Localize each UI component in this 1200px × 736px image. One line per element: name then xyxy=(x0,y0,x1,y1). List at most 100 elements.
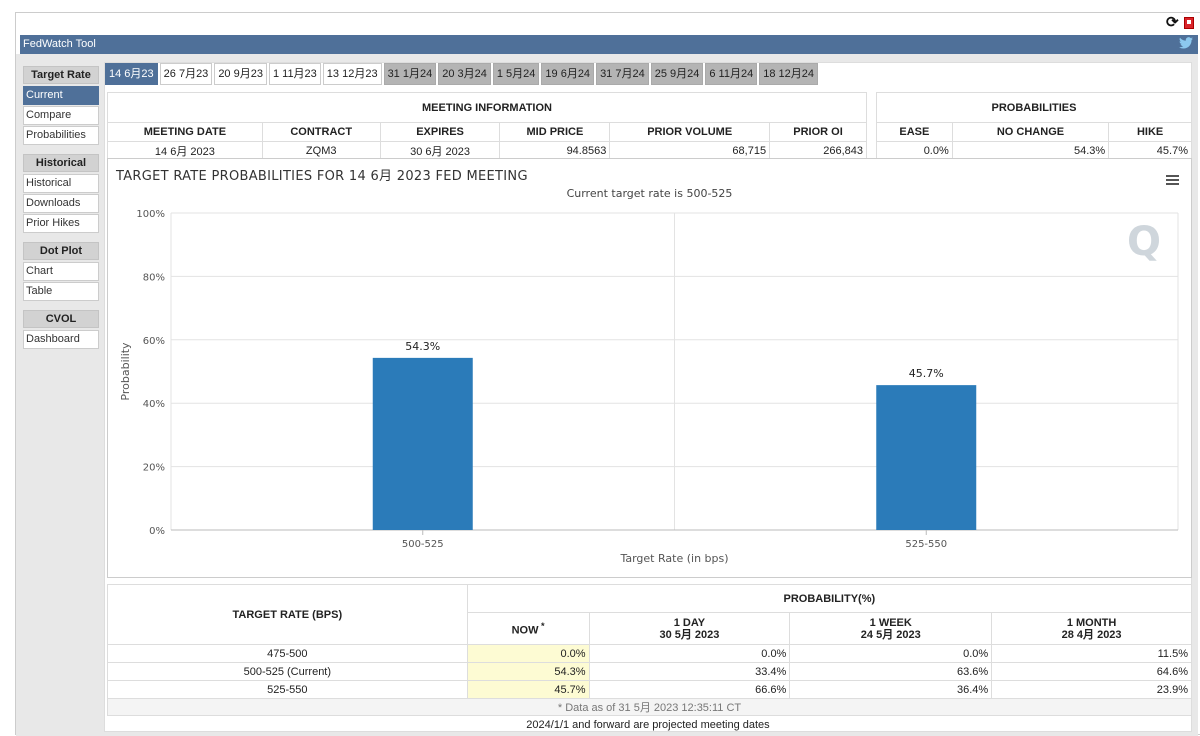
meeting-col-header: EXPIRES xyxy=(379,122,501,142)
probability-col-header: NO CHANGE xyxy=(951,122,1110,142)
meeting-tab[interactable]: 20 9月23 xyxy=(214,63,267,85)
probability-cell: 11.5% xyxy=(991,644,1192,663)
y-axis-title: Probability xyxy=(119,342,132,401)
meeting-tab[interactable]: 25 9月24 xyxy=(650,63,704,85)
period-col-header: NOW * xyxy=(466,612,590,645)
meeting-info-table: MEETING INFORMATION MEETING DATE CONTRACT… xyxy=(107,92,867,160)
meeting-tab[interactable]: 1 11月23 xyxy=(268,63,321,85)
period-date: 28 4月 2023 xyxy=(1061,628,1122,641)
probability-cell: 45.7% xyxy=(466,680,590,699)
probability-col-header: EASE xyxy=(876,122,953,142)
chart-subtitle: Current target rate is 500-525 xyxy=(566,187,733,200)
chart-menu-icon[interactable] xyxy=(1166,175,1179,187)
y-tick-label: 60% xyxy=(143,336,165,347)
chart-title: TARGET RATE PROBABILITIES FOR 14 6月 2023… xyxy=(116,169,528,184)
y-tick-label: 40% xyxy=(143,399,165,410)
meeting-value: ZQM3 xyxy=(261,141,381,160)
chart-container: TARGET RATE PROBABILITIES FOR 14 6月 2023… xyxy=(107,158,1192,578)
meeting-col-header: MEETING DATE xyxy=(107,122,263,142)
probabilities-title: PROBABILITIES xyxy=(876,92,1192,123)
table-row: 500-525 (Current) 54.3% 33.4% 63.6% 64.6% xyxy=(107,662,1192,681)
asterisk-marker: * xyxy=(538,621,545,632)
meeting-tab[interactable]: 6 11月24 xyxy=(705,63,758,85)
meeting-value: 68,715 xyxy=(609,141,771,160)
probability-cell: 23.9% xyxy=(991,680,1192,699)
content-panel: Target Rate Current Compare Probabilities Hi… xyxy=(16,54,1198,736)
sidebar-item-table[interactable]: Table xyxy=(23,282,99,301)
meeting-tab[interactable]: 31 7月24 xyxy=(596,63,649,85)
x-axis-title: Target Rate (in bps) xyxy=(619,552,728,565)
sidebar-header: Dot Plot xyxy=(23,242,99,260)
bar-data-label: 54.3% xyxy=(405,340,440,353)
sidebar-gap xyxy=(23,146,99,154)
probability-value: 45.7% xyxy=(1108,141,1192,160)
period-label: NOW xyxy=(511,624,539,637)
data-timestamp: * Data as of 31 5月 2023 12:35:11 CT xyxy=(107,698,1192,716)
period-label: 1 WEEK xyxy=(869,616,912,629)
probability-cell: 33.4% xyxy=(588,662,791,681)
y-tick-label: 100% xyxy=(136,209,165,220)
sidebar-header: Target Rate xyxy=(23,66,99,84)
sidebar-item-current[interactable]: Current xyxy=(23,86,99,105)
period-col-header: 1 WEEK 24 5月 2023 xyxy=(789,612,993,645)
rate-cell: 475-500 xyxy=(107,644,468,663)
probability-value: 0.0% xyxy=(876,141,953,160)
probability-table: TARGET RATE (BPS) PROBABILITY(%) NOW * 1 … xyxy=(107,584,1193,716)
probability-col-header: HIKE xyxy=(1108,122,1192,142)
bar-500-525[interactable] xyxy=(372,357,473,530)
period-date: 30 5月 2023 xyxy=(659,628,720,641)
meeting-tab[interactable]: 14 6月23 xyxy=(105,63,158,85)
period-col-header: 1 MONTH 28 4月 2023 xyxy=(991,612,1192,645)
probability-cell: 0.0% xyxy=(588,644,791,663)
meeting-col-header: MID PRICE xyxy=(499,122,611,142)
sidebar-item-prior-hikes[interactable]: Prior Hikes xyxy=(23,214,99,233)
sidebar-item-downloads[interactable]: Downloads xyxy=(23,194,99,213)
probability-cell: 0.0% xyxy=(466,644,590,663)
probability-cell: 54.3% xyxy=(466,662,590,681)
sidebar-gap xyxy=(23,302,99,310)
sidebar-header: Historical xyxy=(23,154,99,172)
main-content: 14 6月23 26 7月23 20 9月23 1 11月23 13 12月23 31 1… xyxy=(104,62,1193,732)
sidebar-item-dashboard[interactable]: Dashboard xyxy=(23,330,99,349)
meeting-tab[interactable]: 20 3月24 xyxy=(438,63,491,85)
meeting-tabs: 14 6月23 26 7月23 20 9月23 1 11月23 13 12月23 31 1… xyxy=(105,63,818,85)
meeting-tab[interactable]: 31 1月24 xyxy=(383,63,437,85)
sidebar-item-probabilities[interactable]: Probabilities xyxy=(23,126,99,145)
sidebar-header: CVOL xyxy=(23,310,99,328)
sidebar: Target Rate Current Compare Probabilities Hi… xyxy=(23,66,99,350)
bar-chart: 0% 20% 40% 60% 80% 100% 54.3% 500-525 45.7% 525-5… xyxy=(119,209,1179,565)
probability-cell: 36.4% xyxy=(789,680,993,699)
x-tick-label: 525-550 xyxy=(905,539,947,550)
y-tick-label: 20% xyxy=(143,463,165,474)
probability-value: 54.3% xyxy=(951,141,1110,160)
x-tick-label: 500-525 xyxy=(402,539,444,550)
sidebar-item-historical[interactable]: Historical xyxy=(23,174,99,193)
probability-cell: 66.6% xyxy=(588,680,791,699)
meeting-value: 94.8563 xyxy=(499,141,611,160)
refresh-icon[interactable]: ⟳ xyxy=(1166,14,1179,31)
period-label: 1 MONTH xyxy=(1066,616,1117,629)
pdf-icon[interactable] xyxy=(1184,17,1194,29)
period-label: 1 DAY xyxy=(673,616,706,629)
bar-525-550[interactable] xyxy=(876,385,977,530)
sidebar-item-compare[interactable]: Compare xyxy=(23,106,99,125)
probabilities-table: PROBABILITIES EASE NO CHANGE HIKE 0.0% 54.3… xyxy=(876,92,1192,160)
probability-cell: 64.6% xyxy=(991,662,1192,681)
meeting-tab[interactable]: 13 12月23 xyxy=(322,63,382,85)
meeting-col-header: CONTRACT xyxy=(261,122,381,142)
quikstrike-logo-icon: Q xyxy=(1126,219,1161,265)
app-frame: ⟳ FedWatch Tool Target Rate Current Compar… xyxy=(15,12,1200,736)
meeting-tab[interactable]: 1 5月24 xyxy=(492,63,540,85)
rate-cell: 525-550 xyxy=(107,680,468,699)
meeting-tab[interactable]: 18 12月24 xyxy=(759,63,818,85)
y-tick-label: 0% xyxy=(149,526,165,537)
twitter-icon[interactable] xyxy=(1179,37,1193,51)
top-toolbar: ⟳ xyxy=(16,13,1200,35)
period-date: 24 5月 2023 xyxy=(860,628,921,641)
meeting-tab[interactable]: 19 6月24 xyxy=(541,63,595,85)
table-row: 475-500 0.0% 0.0% 0.0% 11.5% xyxy=(107,644,1192,663)
sidebar-item-chart[interactable]: Chart xyxy=(23,262,99,281)
meeting-tab[interactable]: 26 7月23 xyxy=(159,63,213,85)
target-rate-header: TARGET RATE (BPS) xyxy=(107,584,468,645)
meeting-col-header: PRIOR OI xyxy=(769,122,867,142)
